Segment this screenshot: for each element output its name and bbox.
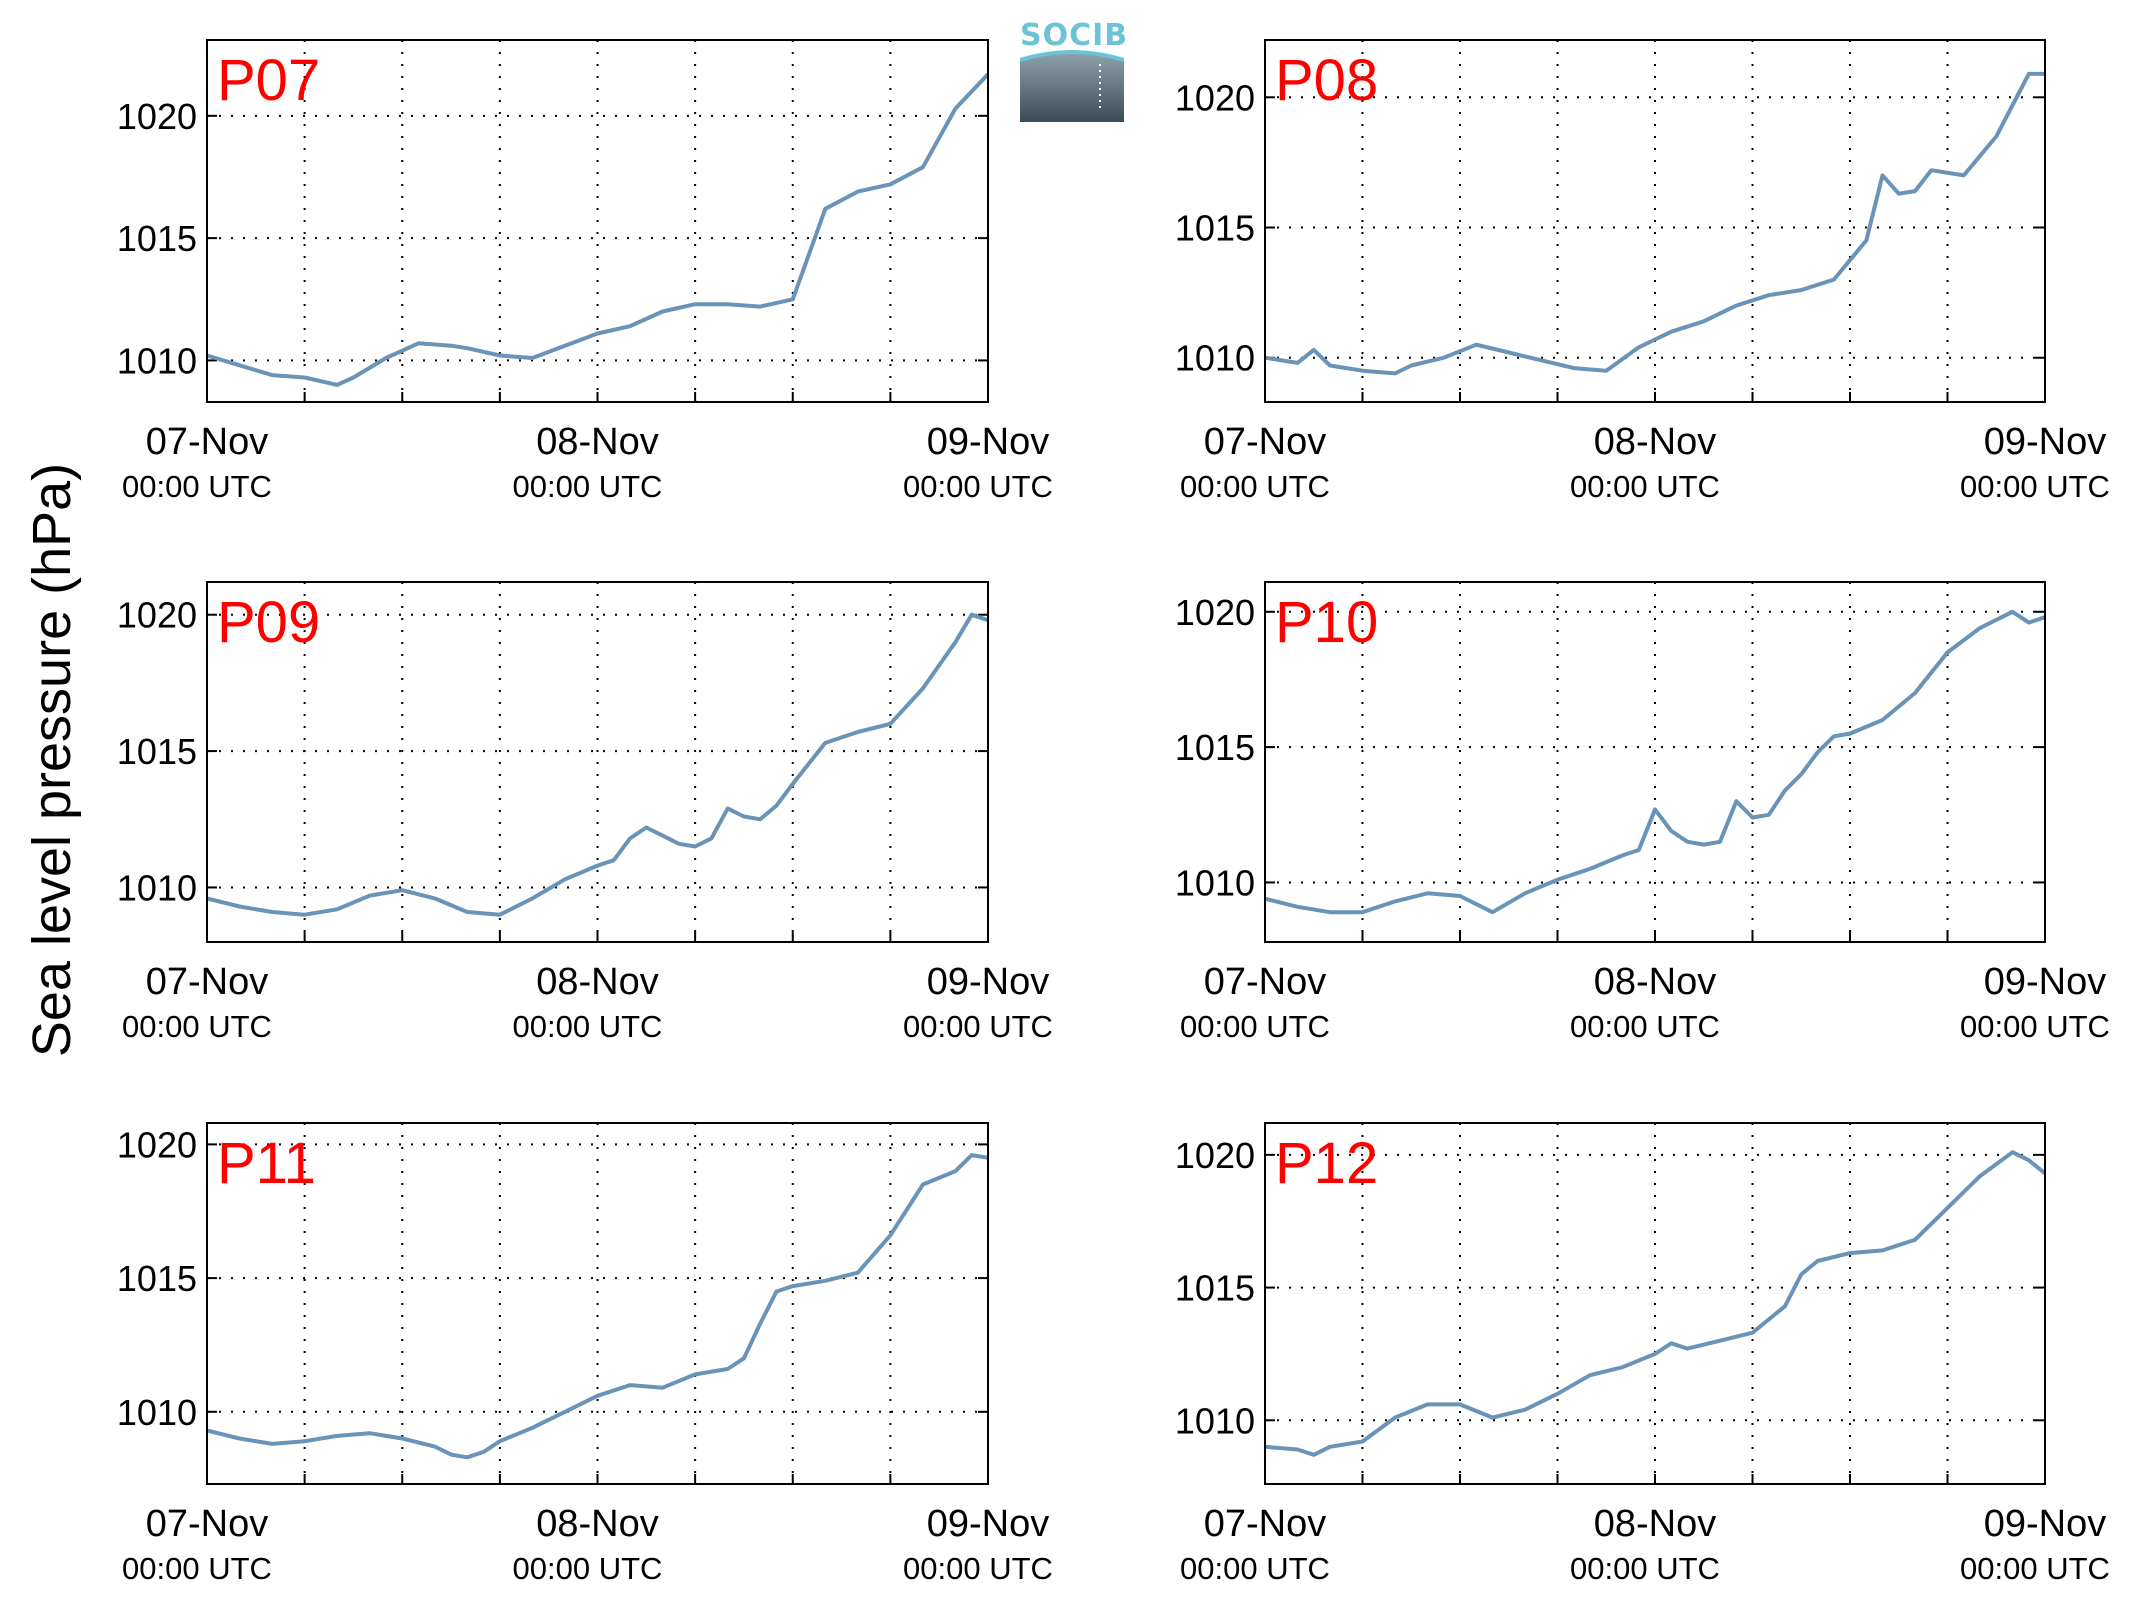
y-tick-label: 1015 (117, 218, 197, 259)
series-line (206, 1153, 989, 1460)
x-tick-label-date: 09-Nov (1984, 421, 2107, 463)
panel-label: P12 (1275, 1131, 1378, 1196)
socib-logo-icon (1020, 50, 1124, 122)
panel-label: P08 (1275, 48, 1378, 113)
plot-frame (206, 1122, 989, 1485)
x-tick-label-time: 00:00 UTC (513, 1009, 663, 1044)
y-tick-label: 1010 (117, 340, 197, 381)
x-tick-label-date: 07-Nov (146, 961, 269, 1003)
panel-p07: 1010 1015 1020 P07 07-Nov 00:00 UTC 08-Nov 00:0… (117, 39, 1053, 504)
y-tick-label: 1020 (117, 96, 197, 137)
y-tick-label: 1020 (1175, 592, 1255, 633)
y-tick-label: 1010 (117, 867, 197, 908)
plot-frame (206, 581, 989, 943)
panel-p09: 1010 1015 1020 P09 07-Nov 00:00 UTC 08-Nov 00:0… (117, 581, 1053, 1044)
x-tick-label-date: 09-Nov (1984, 1503, 2107, 1545)
plot-frame (1264, 581, 2046, 943)
y-axis-label: Sea level pressure (hPa) (22, 463, 82, 1057)
panel-label: P09 (217, 590, 320, 655)
y-tick-label: 1020 (1175, 1135, 1255, 1176)
x-tick-label-date: 09-Nov (927, 1503, 1050, 1545)
series-line (1264, 71, 2045, 376)
x-tick-label-date: 08-Nov (536, 421, 659, 463)
x-tick-label-time: 00:00 UTC (1180, 1009, 1330, 1044)
x-tick-label-time: 00:00 UTC (122, 1551, 272, 1586)
panel-label: P11 (217, 1131, 316, 1196)
x-tick-label-date: 07-Nov (1204, 421, 1327, 463)
x-tick-label-time: 00:00 UTC (1180, 469, 1330, 504)
x-tick-label-date: 08-Nov (1594, 961, 1717, 1003)
panel-label: P07 (217, 48, 320, 113)
x-tick-label-time: 00:00 UTC (1570, 1009, 1720, 1044)
panel-p12: 1010 1015 1020 P12 07-Nov 00:00 UTC 08-Nov 00:0… (1175, 1122, 2110, 1586)
x-tick-label-date: 09-Nov (927, 421, 1050, 463)
y-tick-label: 1020 (117, 595, 197, 636)
y-tick-label: 1015 (1175, 208, 1255, 249)
y-tick-label: 1015 (117, 1258, 197, 1299)
x-tick-label-time: 00:00 UTC (1570, 1551, 1720, 1586)
series-line (1264, 609, 2046, 915)
panel-p11: 1010 1015 1020 P11 07-Nov 00:00 UTC 08-Nov 00:0… (117, 1122, 1053, 1586)
x-tick-label-date: 07-Nov (1204, 961, 1327, 1003)
x-tick-label-time: 00:00 UTC (903, 1009, 1053, 1044)
y-tick-label: 1010 (117, 1392, 197, 1433)
x-tick-label-time: 00:00 UTC (1960, 1009, 2110, 1044)
x-tick-label-date: 07-Nov (1204, 1503, 1327, 1545)
y-tick-label: 1020 (1175, 77, 1255, 118)
x-tick-label-date: 08-Nov (536, 1503, 659, 1545)
y-tick-label: 1020 (117, 1124, 197, 1165)
x-tick-label-time: 00:00 UTC (513, 469, 663, 504)
x-tick-label-time: 00:00 UTC (1570, 469, 1720, 504)
y-tick-label: 1015 (1175, 727, 1255, 768)
x-tick-label-time: 00:00 UTC (903, 1551, 1053, 1586)
x-tick-label-time: 00:00 UTC (122, 469, 272, 504)
x-tick-label-date: 09-Nov (1984, 961, 2107, 1003)
panel-label: P10 (1275, 590, 1378, 655)
x-tick-label-date: 08-Nov (1594, 421, 1717, 463)
x-tick-label-date: 07-Nov (146, 1503, 269, 1545)
x-tick-label-date: 08-Nov (536, 961, 659, 1003)
socib-logo: SOCIB (1020, 18, 1129, 122)
series-line (1264, 1150, 2047, 1457)
plot-frame (206, 39, 989, 403)
x-tick-label-time: 00:00 UTC (1960, 469, 2110, 504)
x-tick-label-date: 08-Nov (1594, 1503, 1717, 1545)
x-tick-label-time: 00:00 UTC (1960, 1551, 2110, 1586)
x-tick-label-date: 09-Nov (927, 961, 1050, 1003)
y-tick-label: 1010 (1175, 1400, 1255, 1441)
plot-frame (1264, 39, 2046, 403)
y-tick-label: 1015 (1175, 1268, 1255, 1309)
y-tick-label: 1015 (117, 731, 197, 772)
series-line (206, 612, 989, 917)
x-tick-label-time: 00:00 UTC (122, 1009, 272, 1044)
series-line (206, 72, 990, 387)
panel-p08: 1010 1015 1020 P08 07-Nov 00:00 UTC 08-Nov 00:0… (1175, 39, 2110, 504)
x-tick-label-time: 00:00 UTC (1180, 1551, 1330, 1586)
y-tick-label: 1010 (1175, 862, 1255, 903)
x-tick-label-time: 00:00 UTC (513, 1551, 663, 1586)
x-tick-label-time: 00:00 UTC (903, 469, 1053, 504)
panel-p10: 1010 1015 1020 P10 07-Nov 00:00 UTC 08-Nov 00:0… (1175, 581, 2110, 1044)
y-tick-label: 1010 (1175, 338, 1255, 379)
logo-text: SOCIB (1020, 18, 1129, 53)
plot-frame (1264, 1122, 2046, 1485)
x-tick-label-date: 07-Nov (146, 421, 269, 463)
